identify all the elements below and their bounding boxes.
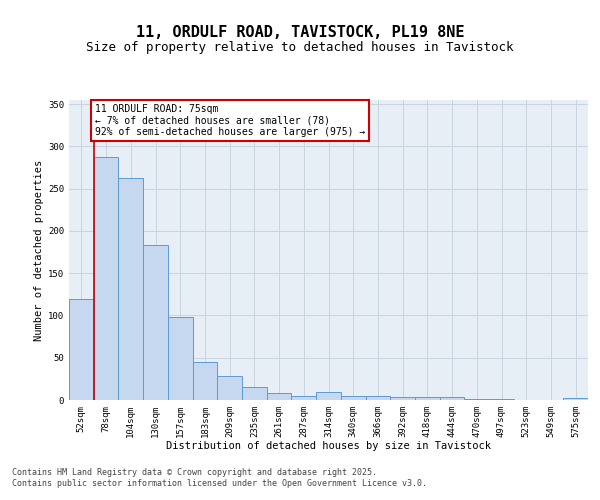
Bar	[464, 399, 489, 400]
Bar	[217, 376, 242, 400]
Bar	[365, 396, 390, 400]
Bar	[415, 396, 440, 400]
Text: 11, ORDULF ROAD, TAVISTOCK, PL19 8NE: 11, ORDULF ROAD, TAVISTOCK, PL19 8NE	[136, 25, 464, 40]
Bar	[316, 392, 341, 400]
Bar	[489, 399, 514, 400]
Bar	[118, 178, 143, 400]
Bar	[242, 388, 267, 400]
Bar	[69, 298, 94, 400]
Bar	[292, 396, 316, 400]
Bar	[390, 396, 415, 400]
Bar	[193, 362, 217, 400]
Text: Size of property relative to detached houses in Tavistock: Size of property relative to detached ho…	[86, 41, 514, 54]
Text: Contains HM Land Registry data © Crown copyright and database right 2025.
Contai: Contains HM Land Registry data © Crown c…	[12, 468, 427, 487]
Bar	[440, 398, 464, 400]
Bar	[168, 317, 193, 400]
Text: 11 ORDULF ROAD: 75sqm
← 7% of detached houses are smaller (78)
92% of semi-detac: 11 ORDULF ROAD: 75sqm ← 7% of detached h…	[95, 104, 365, 138]
Bar	[94, 158, 118, 400]
Y-axis label: Number of detached properties: Number of detached properties	[34, 160, 44, 340]
Bar	[563, 398, 588, 400]
Bar	[341, 396, 365, 400]
Bar	[143, 246, 168, 400]
Bar	[267, 393, 292, 400]
X-axis label: Distribution of detached houses by size in Tavistock: Distribution of detached houses by size …	[166, 442, 491, 452]
